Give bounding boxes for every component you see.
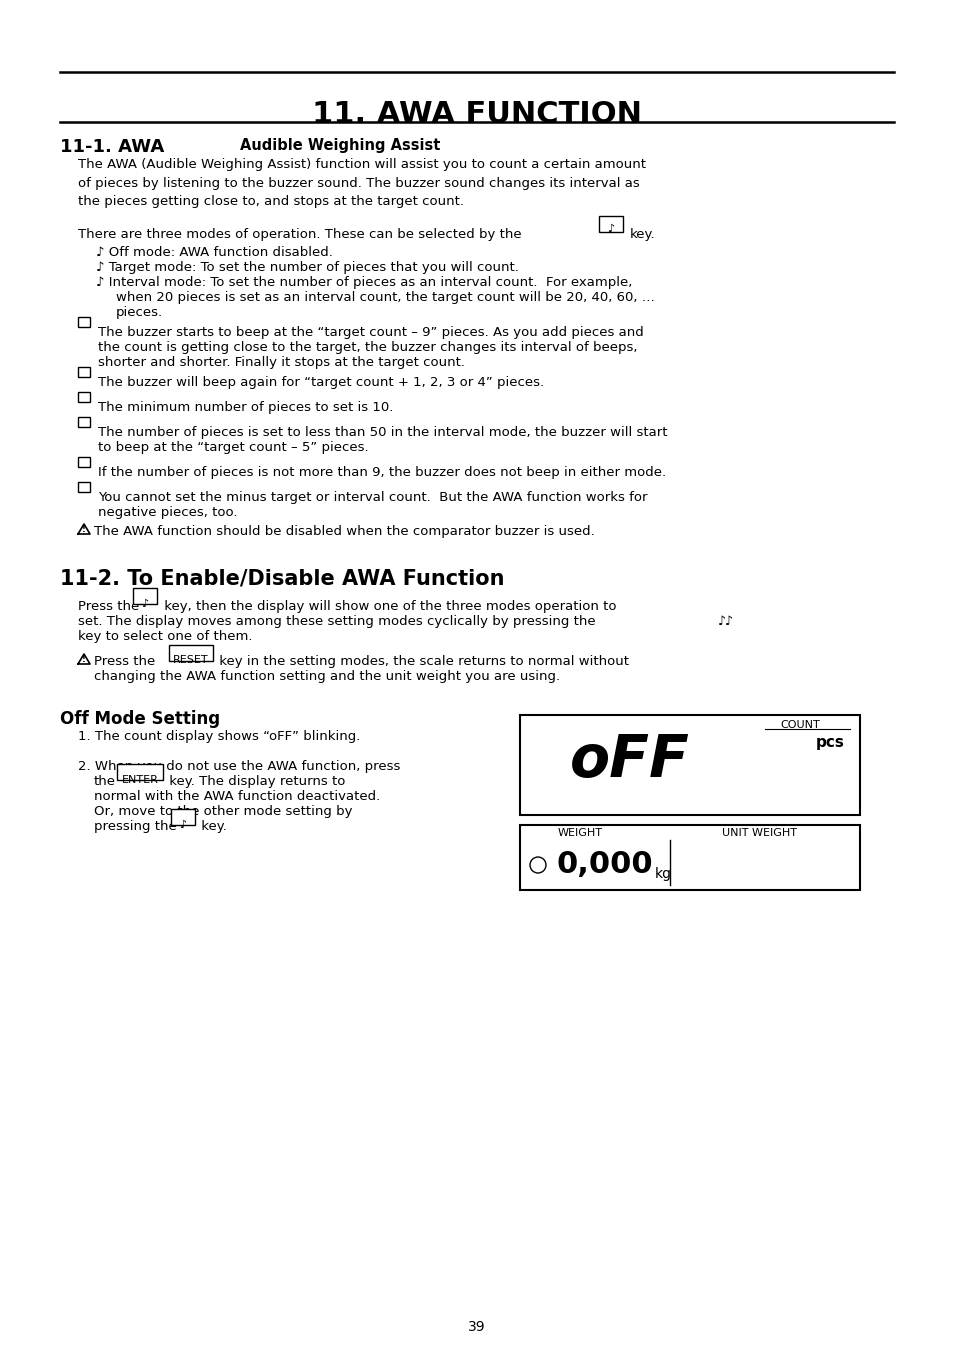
Bar [78,458,90,467]
FancyBboxPatch shape [117,764,163,780]
Text: key in the setting modes, the scale returns to normal without: key in the setting modes, the scale retu… [214,655,628,668]
Text: 2. When you do not use the AWA function, press: 2. When you do not use the AWA function,… [78,760,400,774]
Text: Or, move to the other mode setting by: Or, move to the other mode setting by [94,805,352,818]
Text: The number of pieces is set to less than 50 in the interval mode, the buzzer wil: The number of pieces is set to less than… [98,427,667,439]
Bar [78,417,90,427]
Text: The buzzer will beep again for “target count + 1, 2, 3 or 4” pieces.: The buzzer will beep again for “target c… [98,377,543,389]
Bar [78,367,90,377]
Text: key to select one of them.: key to select one of them. [78,630,253,643]
Bar [519,716,859,815]
Text: UNIT WEIGHT: UNIT WEIGHT [721,828,797,838]
Text: changing the AWA function setting and the unit weight you are using.: changing the AWA function setting and th… [94,670,559,683]
Text: the: the [94,775,116,788]
Text: !: ! [82,525,86,533]
Text: normal with the AWA function deactivated.: normal with the AWA function deactivated… [94,790,380,803]
Polygon shape [78,653,90,664]
Text: pieces.: pieces. [116,306,163,319]
Text: The minimum number of pieces to set is 10.: The minimum number of pieces to set is 1… [98,401,393,414]
Text: The buzzer starts to beep at the “target count – 9” pieces. As you add pieces an: The buzzer starts to beep at the “target… [98,325,643,339]
Text: ♪♪: ♪♪ [718,616,733,628]
Text: 39: 39 [468,1320,485,1334]
Text: kg: kg [655,867,671,882]
Bar [519,825,859,890]
Text: negative pieces, too.: negative pieces, too. [98,506,237,518]
Text: Off Mode Setting: Off Mode Setting [60,710,220,728]
Text: pcs: pcs [815,734,844,751]
Text: key. The display returns to: key. The display returns to [165,775,345,788]
Text: You cannot set the minus target or interval count.  But the AWA function works f: You cannot set the minus target or inter… [98,491,647,504]
Bar [78,392,90,402]
Text: If the number of pieces is not more than 9, the buzzer does not beep in either m: If the number of pieces is not more than… [98,466,665,479]
Text: RESET: RESET [173,655,209,666]
Text: Audible Weighing Assist: Audible Weighing Assist [240,138,440,153]
Text: 1. The count display shows “oFF” blinking.: 1. The count display shows “oFF” blinkin… [78,730,360,742]
Text: shorter and shorter. Finally it stops at the target count.: shorter and shorter. Finally it stops at… [98,356,464,369]
Text: ♪: ♪ [141,599,149,609]
FancyBboxPatch shape [598,216,622,232]
Circle shape [530,857,545,873]
Text: key, then the display will show one of the three modes operation to: key, then the display will show one of t… [160,599,616,613]
Text: The AWA (Audible Weighing Assist) function will assist you to count a certain am: The AWA (Audible Weighing Assist) functi… [78,158,645,208]
Text: !: ! [82,655,86,663]
Text: COUNT: COUNT [780,720,819,730]
Text: set. The display moves among these setting modes cyclically by pressing the: set. The display moves among these setti… [78,616,595,628]
Text: 0,000: 0,000 [557,850,653,879]
Text: The AWA function should be disabled when the comparator buzzer is used.: The AWA function should be disabled when… [94,525,594,539]
Text: 11-1. AWA: 11-1. AWA [60,138,164,157]
Text: WEIGHT: WEIGHT [557,828,602,838]
Text: key.: key. [629,228,655,242]
FancyBboxPatch shape [132,589,157,603]
Text: to beep at the “target count – 5” pieces.: to beep at the “target count – 5” pieces… [98,441,368,454]
Polygon shape [78,524,90,535]
FancyBboxPatch shape [169,645,213,662]
Text: oFF: oFF [570,732,689,788]
Text: the count is getting close to the target, the buzzer changes its interval of bee: the count is getting close to the target… [98,342,637,354]
Text: Press the: Press the [78,599,139,613]
Text: ♪ Off mode: AWA function disabled.: ♪ Off mode: AWA function disabled. [96,246,333,259]
Text: ♪ Target mode: To set the number of pieces that you will count.: ♪ Target mode: To set the number of piec… [96,261,518,274]
Text: ENTER: ENTER [121,775,158,784]
Text: key.: key. [196,819,227,833]
Text: 11-2. To Enable/Disable AWA Function: 11-2. To Enable/Disable AWA Function [60,568,504,589]
Text: Press the: Press the [94,655,155,668]
Text: pressing the: pressing the [94,819,176,833]
Bar [78,482,90,491]
Text: ♪: ♪ [179,819,187,830]
Text: 11. AWA FUNCTION: 11. AWA FUNCTION [312,100,641,130]
Text: There are three modes of operation. These can be selected by the: There are three modes of operation. Thes… [78,228,521,242]
Text: ♪: ♪ [607,224,614,234]
FancyBboxPatch shape [171,809,194,825]
Text: ♪ Interval mode: To set the number of pieces as an interval count.  For example,: ♪ Interval mode: To set the number of pi… [96,275,632,289]
Bar [78,317,90,327]
Text: when 20 pieces is set as an interval count, the target count will be 20, 40, 60,: when 20 pieces is set as an interval cou… [116,292,654,304]
